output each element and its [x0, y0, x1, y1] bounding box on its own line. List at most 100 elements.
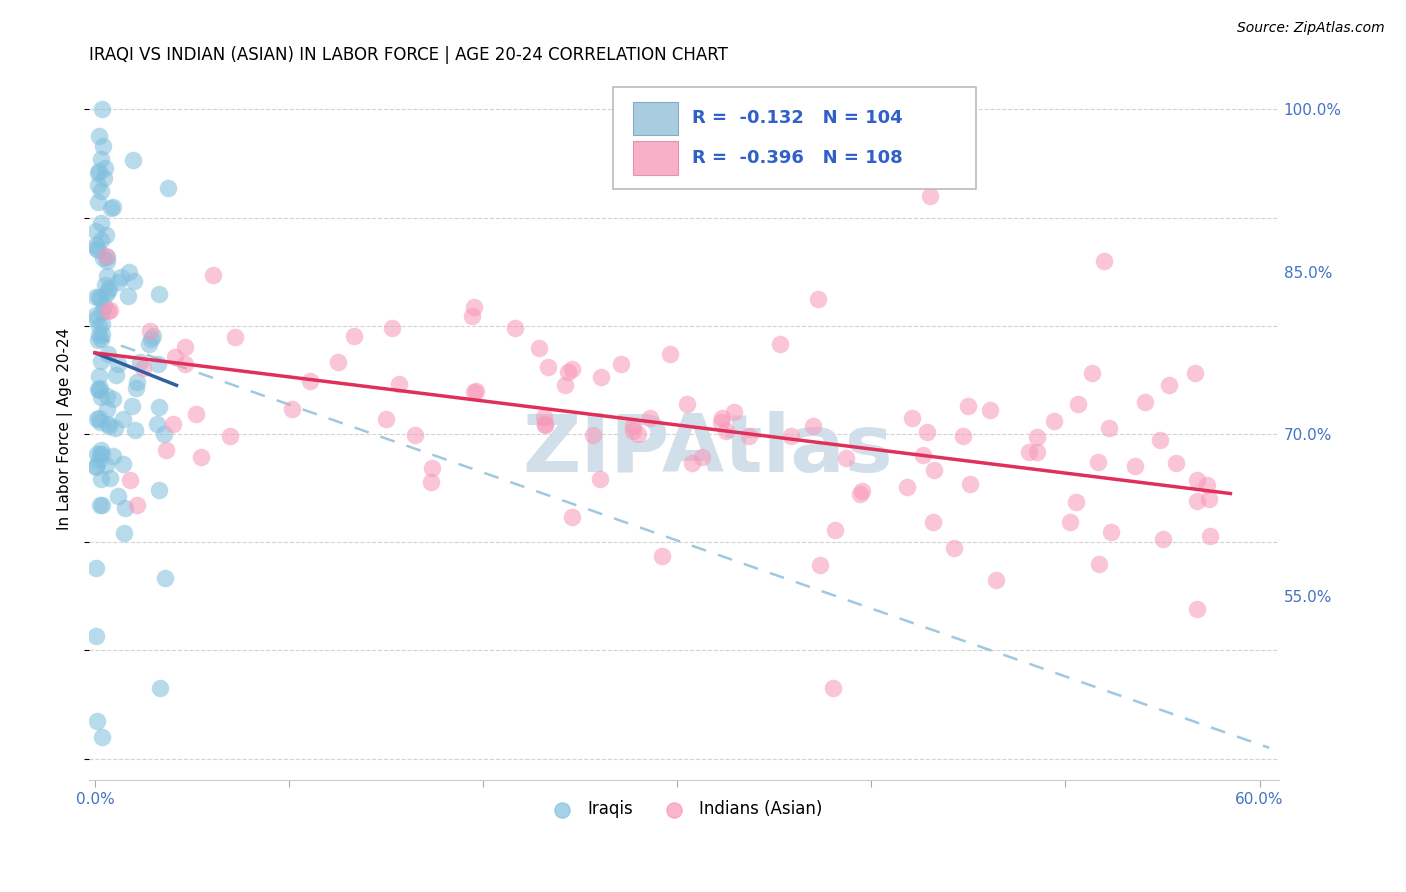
- Point: [129, 355, 152, 369]
- Point: [157, 181, 180, 195]
- Point: [1025, 429, 1047, 443]
- Point: [86, 308, 108, 322]
- Point: [1059, 515, 1081, 529]
- Point: [94, 277, 117, 292]
- Point: [710, 415, 733, 429]
- Point: [1025, 444, 1047, 458]
- Point: [89, 381, 111, 395]
- Point: [807, 292, 830, 306]
- Point: [84, 560, 107, 574]
- Point: [943, 541, 966, 556]
- Point: [326, 355, 349, 369]
- Point: [1198, 528, 1220, 542]
- Point: [1133, 395, 1156, 409]
- Point: [918, 189, 941, 203]
- Point: [465, 384, 488, 398]
- Point: [121, 400, 143, 414]
- Point: [658, 347, 681, 361]
- Point: [86, 412, 108, 426]
- Point: [388, 377, 411, 392]
- Point: [100, 201, 122, 215]
- Point: [979, 403, 1001, 417]
- Point: [851, 484, 873, 499]
- Point: [98, 302, 121, 317]
- Point: [84, 237, 107, 252]
- Point: [1152, 532, 1174, 546]
- Point: [101, 449, 124, 463]
- Point: [463, 300, 485, 314]
- Point: [84, 460, 107, 475]
- Point: [921, 515, 943, 529]
- Point: [1123, 459, 1146, 474]
- Point: [463, 385, 485, 400]
- Point: [1098, 421, 1121, 435]
- Text: IRAQI VS INDIAN (ASIAN) IN LABOR FORCE | AGE 20-24 CORRELATION CHART: IRAQI VS INDIAN (ASIAN) IN LABOR FORCE |…: [89, 46, 728, 64]
- Point: [93, 299, 115, 313]
- Point: [537, 360, 560, 375]
- Point: [90, 391, 112, 405]
- Point: [90, 216, 112, 230]
- Point: [86, 165, 108, 179]
- Text: R =  -0.396   N = 108: R = -0.396 N = 108: [692, 149, 903, 167]
- Point: [153, 571, 176, 585]
- Point: [1157, 378, 1180, 392]
- Point: [97, 417, 120, 431]
- Point: [554, 377, 576, 392]
- Point: [84, 290, 107, 304]
- Point: [89, 447, 111, 461]
- Point: [824, 523, 846, 537]
- Point: [1099, 524, 1122, 539]
- Point: [420, 475, 443, 489]
- Point: [1187, 602, 1209, 616]
- Point: [114, 501, 136, 516]
- Point: [103, 200, 125, 214]
- Point: [89, 499, 111, 513]
- Point: [96, 269, 118, 284]
- Point: [91, 447, 114, 461]
- Point: [201, 268, 224, 282]
- Point: [86, 629, 108, 643]
- Point: [107, 276, 129, 290]
- Point: [96, 388, 118, 402]
- Point: [86, 447, 108, 461]
- Point: [561, 510, 583, 524]
- Point: [139, 324, 162, 338]
- Point: [1187, 494, 1209, 508]
- Point: [124, 423, 146, 437]
- Point: [917, 425, 939, 439]
- Point: [104, 368, 127, 383]
- Point: [780, 429, 803, 443]
- Point: [118, 473, 141, 487]
- Point: [91, 103, 114, 117]
- Point: [711, 411, 734, 425]
- Point: [557, 365, 579, 379]
- Point: [86, 241, 108, 255]
- Point: [125, 498, 148, 512]
- Point: [118, 265, 141, 279]
- Point: [404, 427, 426, 442]
- Point: [1092, 253, 1115, 268]
- FancyBboxPatch shape: [613, 87, 976, 189]
- Point: [675, 397, 697, 411]
- Point: [104, 420, 127, 434]
- Text: R =  -0.132   N = 104: R = -0.132 N = 104: [692, 110, 903, 128]
- Point: [112, 526, 135, 541]
- Point: [959, 476, 981, 491]
- Point: [87, 178, 110, 192]
- Point: [533, 409, 555, 424]
- Point: [89, 369, 111, 384]
- Point: [93, 161, 115, 176]
- Point: [163, 351, 186, 365]
- Point: [901, 410, 924, 425]
- Point: [87, 243, 110, 257]
- Point: [97, 347, 120, 361]
- Point: [101, 392, 124, 406]
- Bar: [633, 141, 678, 175]
- Point: [952, 429, 974, 443]
- Point: [835, 451, 858, 466]
- Point: [121, 153, 143, 168]
- Point: [112, 412, 135, 426]
- Point: [1166, 456, 1188, 470]
- Point: [375, 411, 398, 425]
- Point: [87, 194, 110, 209]
